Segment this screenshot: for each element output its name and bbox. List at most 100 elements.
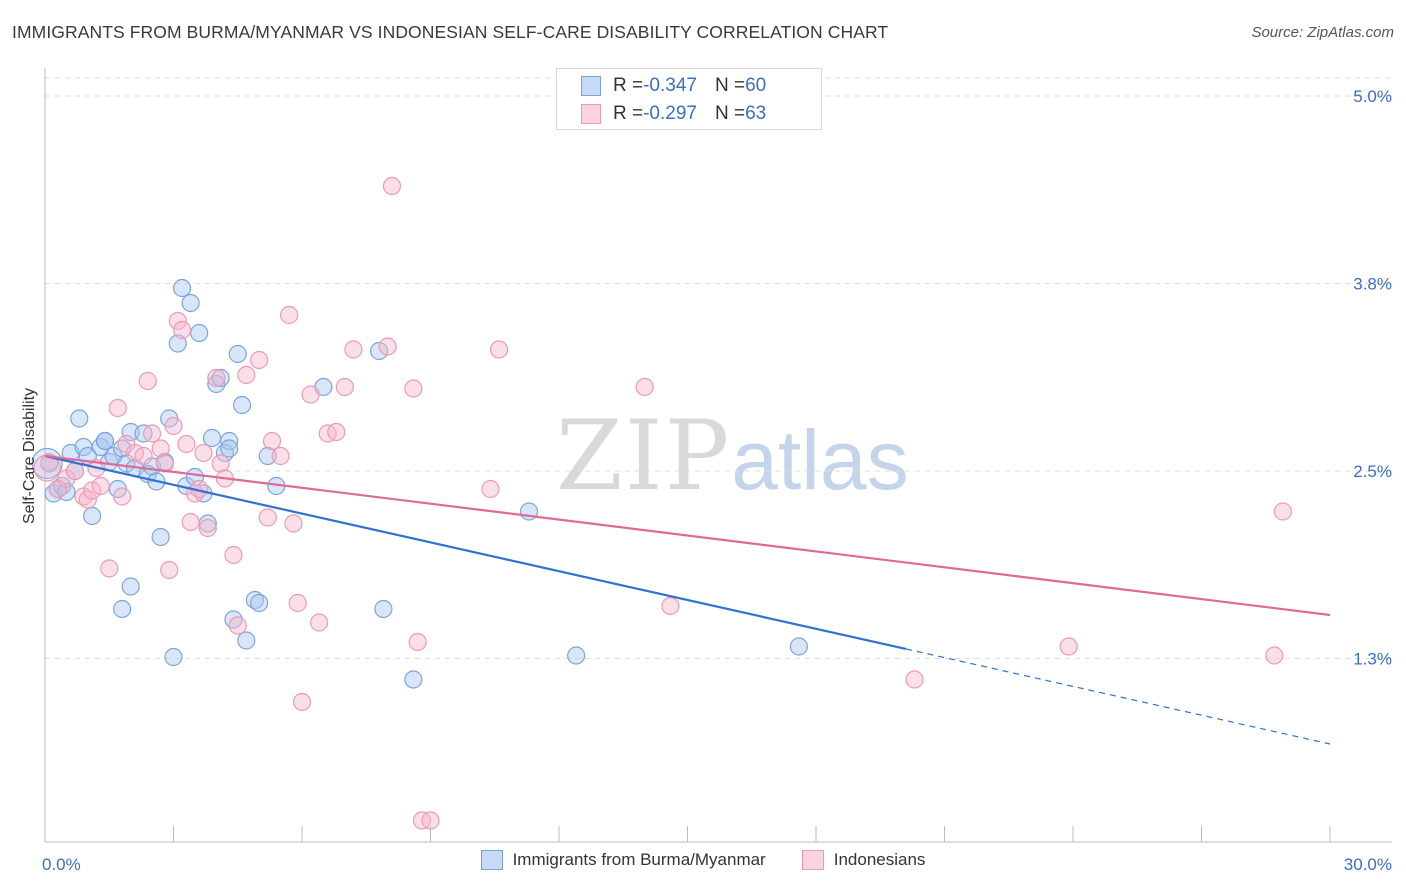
data-point-indonesians xyxy=(155,454,175,473)
data-point-indonesians xyxy=(1265,646,1284,665)
x-tick-label: 30.0% xyxy=(1344,855,1392,874)
legend-label-burma: Immigrants from Burma/Myanmar xyxy=(512,850,766,869)
legend-item-burma[interactable]: Immigrants from Burma/Myanmar xyxy=(480,850,766,870)
watermark: ZIPatlas xyxy=(556,400,909,512)
legend-item-indonesians[interactable]: Indonesians xyxy=(801,850,926,870)
stats-r-value-burma: -0.347 xyxy=(643,75,697,96)
data-point-indonesians xyxy=(335,377,354,397)
data-point-burma xyxy=(83,506,102,526)
legend-swatch-burma xyxy=(480,850,503,870)
data-point-indonesians xyxy=(181,512,200,532)
data-point-indonesians xyxy=(228,616,247,635)
watermark-zip: ZIP xyxy=(556,400,732,512)
watermark-atlas: atlas xyxy=(731,413,909,507)
data-point-burma xyxy=(31,447,63,480)
trend-line-burma xyxy=(44,454,907,651)
data-point-indonesians xyxy=(382,176,402,196)
data-point-indonesians xyxy=(160,560,179,580)
data-point-burma xyxy=(258,446,277,466)
stats-swatch-indonesians xyxy=(581,104,601,124)
y-axis-label: Self-Care Disability xyxy=(21,387,38,525)
data-point-indonesians xyxy=(301,385,320,404)
data-point-indonesians xyxy=(661,596,680,616)
data-point-indonesians xyxy=(310,613,329,632)
data-point-burma xyxy=(370,341,389,361)
data-point-burma xyxy=(151,527,170,547)
source-label: Source: ZipAtlas.com xyxy=(1251,24,1394,41)
data-point-indonesians xyxy=(172,320,192,340)
data-point-indonesians xyxy=(421,811,440,830)
stats-row-burma: R = -0.347 N = 60 xyxy=(581,73,766,99)
data-point-indonesians xyxy=(108,398,127,418)
stats-r-label-indonesians: R = xyxy=(613,103,644,124)
data-point-burma xyxy=(220,431,239,451)
stats-n-value-burma: 60 xyxy=(745,75,767,96)
data-point-indonesians xyxy=(1273,502,1292,521)
data-point-burma xyxy=(211,368,230,388)
data-point-burma xyxy=(237,631,256,650)
stats-n-label-burma: N = xyxy=(714,75,746,96)
trend-line-burma-extrapolated xyxy=(905,648,1331,745)
data-point-indonesians xyxy=(78,490,97,509)
stats-row-indonesians: R = -0.297 N = 63 xyxy=(581,101,766,127)
data-point-indonesians xyxy=(489,340,509,359)
data-point-indonesians xyxy=(168,311,187,331)
data-point-indonesians xyxy=(177,434,196,454)
data-point-indonesians xyxy=(138,371,157,391)
y-tick-label: 1.3% xyxy=(1353,650,1392,669)
data-point-burma xyxy=(164,647,183,667)
data-point-indonesians xyxy=(262,431,282,451)
data-point-burma xyxy=(172,278,192,298)
data-point-indonesians xyxy=(100,559,119,578)
data-point-indonesians xyxy=(164,416,183,436)
data-point-indonesians xyxy=(142,424,162,443)
trend-line-indonesians xyxy=(44,454,1331,617)
data-point-burma xyxy=(168,334,187,353)
stats-swatch-burma xyxy=(581,76,601,96)
data-point-indonesians xyxy=(378,337,397,356)
data-point-indonesians xyxy=(211,454,230,473)
data-point-indonesians xyxy=(250,350,269,370)
data-point-indonesians xyxy=(327,422,346,442)
data-point-indonesians xyxy=(237,365,256,385)
data-point-indonesians xyxy=(288,593,307,613)
data-point-burma xyxy=(220,439,239,458)
data-point-indonesians xyxy=(481,479,500,499)
stats-n-value-indonesians: 63 xyxy=(745,103,767,124)
stats-r-label-burma: R = xyxy=(613,75,644,96)
chart-title: IMMIGRANTS FROM BURMA/MYANMAR VS INDONES… xyxy=(12,22,889,42)
data-point-indonesians xyxy=(344,340,363,359)
data-point-indonesians xyxy=(408,632,427,652)
data-point-burma xyxy=(70,409,89,428)
data-point-indonesians xyxy=(224,545,243,565)
legend: Immigrants from Burma/Myanmar Indonesian… xyxy=(0,850,1406,870)
data-point-burma xyxy=(121,577,140,596)
data-point-burma xyxy=(404,670,423,689)
data-point-burma xyxy=(181,293,200,313)
data-point-burma xyxy=(374,599,393,619)
legend-swatch-indonesians xyxy=(801,850,824,870)
data-point-indonesians xyxy=(635,377,654,397)
data-point-indonesians xyxy=(905,670,924,689)
data-point-burma xyxy=(789,637,808,656)
data-point-indonesians xyxy=(280,305,299,325)
data-point-indonesians xyxy=(33,454,61,482)
data-point-burma xyxy=(232,395,252,415)
data-point-burma xyxy=(112,599,132,619)
x-tick-label: 0.0% xyxy=(42,855,81,874)
stats-n-label-indonesians: N = xyxy=(714,103,746,124)
data-point-indonesians xyxy=(271,446,290,466)
data-point-indonesians xyxy=(112,487,132,506)
y-tick-label: 2.5% xyxy=(1353,462,1392,481)
y-tick-label: 5.0% xyxy=(1353,87,1392,106)
data-point-indonesians xyxy=(134,446,153,466)
data-point-indonesians xyxy=(151,439,170,458)
data-point-indonesians xyxy=(198,518,217,538)
data-point-burma xyxy=(190,323,209,343)
data-point-burma xyxy=(228,344,247,364)
data-point-indonesians xyxy=(91,476,110,496)
data-point-indonesians xyxy=(83,481,102,500)
data-point-burma xyxy=(202,428,222,448)
legend-label-indonesians: Indonesians xyxy=(833,850,926,869)
